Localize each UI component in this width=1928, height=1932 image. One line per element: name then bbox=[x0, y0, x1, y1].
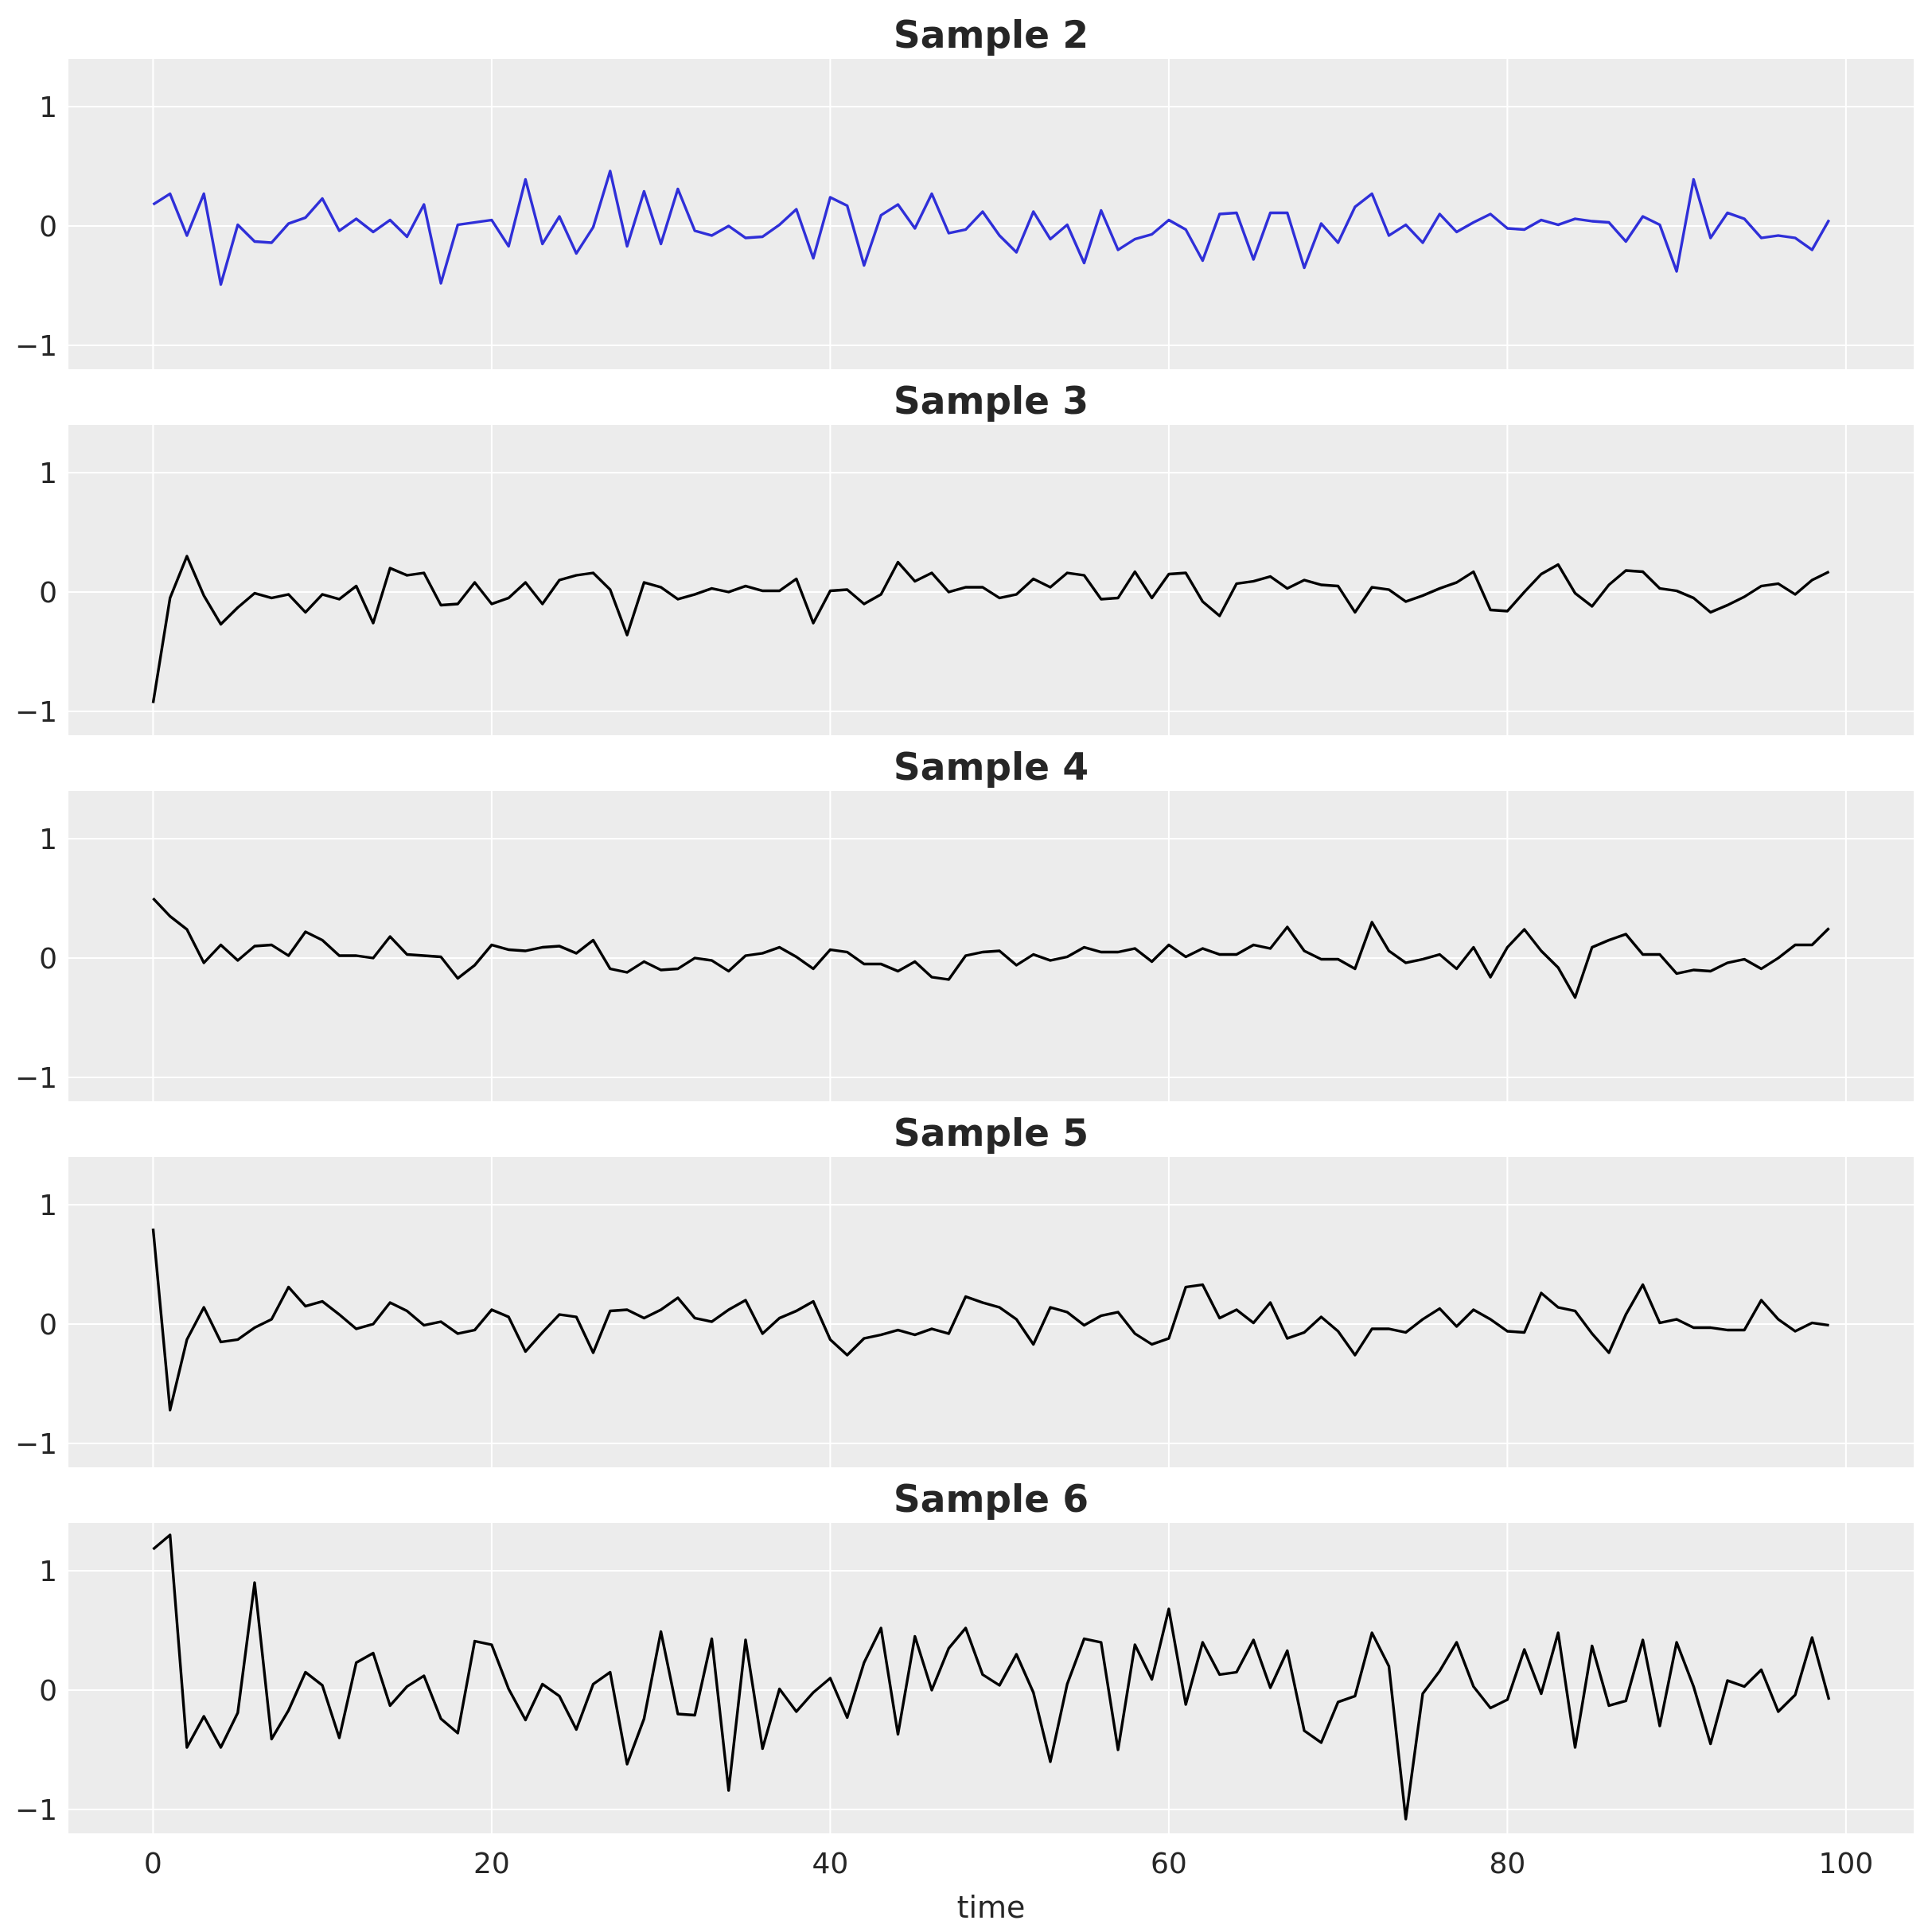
x-tick-label: 100 bbox=[1819, 1848, 1874, 1880]
plot-area bbox=[68, 1157, 1914, 1467]
x-tick-label: 80 bbox=[1489, 1848, 1525, 1880]
y-tick-label: 0 bbox=[39, 943, 57, 976]
panel-title: Sample 3 bbox=[894, 380, 1089, 423]
y-tick-label: −1 bbox=[15, 330, 57, 363]
plot-area bbox=[68, 59, 1914, 369]
panel-title: Sample 4 bbox=[894, 746, 1089, 789]
panel-4: −1 0 1 Sample 5 bbox=[15, 1112, 1914, 1467]
y-tick-label: 0 bbox=[39, 211, 57, 243]
panel-2: −1 0 1 Sample 3 bbox=[15, 380, 1914, 735]
y-tick-label: 1 bbox=[39, 1190, 57, 1222]
y-tick-label: −1 bbox=[15, 696, 57, 729]
plot-area bbox=[68, 1523, 1914, 1833]
x-tick-label: 0 bbox=[144, 1848, 162, 1880]
x-tick-label: 40 bbox=[812, 1848, 848, 1880]
series-line bbox=[152, 169, 1831, 286]
x-tick-label: 20 bbox=[473, 1848, 510, 1880]
y-tick-label: −1 bbox=[15, 1428, 57, 1461]
panel-1: −1 0 1 Sample 2 bbox=[15, 14, 1914, 369]
y-tick-label: 0 bbox=[39, 1309, 57, 1342]
series-line bbox=[151, 1228, 1829, 1412]
panel-title: Sample 2 bbox=[894, 14, 1089, 57]
panel-5: −1 0 1 Sample 6 0 20 40 60 80 100 time bbox=[15, 1478, 1914, 1925]
series-line bbox=[152, 897, 1830, 999]
plot-area bbox=[68, 791, 1914, 1101]
panel-title: Sample 5 bbox=[894, 1112, 1089, 1155]
series-line bbox=[151, 555, 1830, 703]
y-tick-label: 1 bbox=[39, 92, 57, 124]
panel-title: Sample 6 bbox=[894, 1478, 1089, 1521]
plot-area bbox=[68, 425, 1914, 735]
series-line bbox=[152, 1533, 1831, 1821]
y-tick-label: 1 bbox=[39, 824, 57, 856]
y-tick-label: −1 bbox=[15, 1062, 57, 1095]
panel-3: −1 0 1 Sample 4 bbox=[15, 746, 1914, 1101]
y-tick-label: 0 bbox=[39, 1675, 57, 1708]
x-tick-label: 60 bbox=[1151, 1848, 1187, 1880]
y-tick-label: 0 bbox=[39, 577, 57, 610]
y-tick-label: −1 bbox=[15, 1794, 57, 1827]
y-tick-label: 1 bbox=[39, 458, 57, 490]
x-axis-label: time bbox=[957, 1890, 1026, 1925]
y-tick-label: 1 bbox=[39, 1556, 57, 1588]
